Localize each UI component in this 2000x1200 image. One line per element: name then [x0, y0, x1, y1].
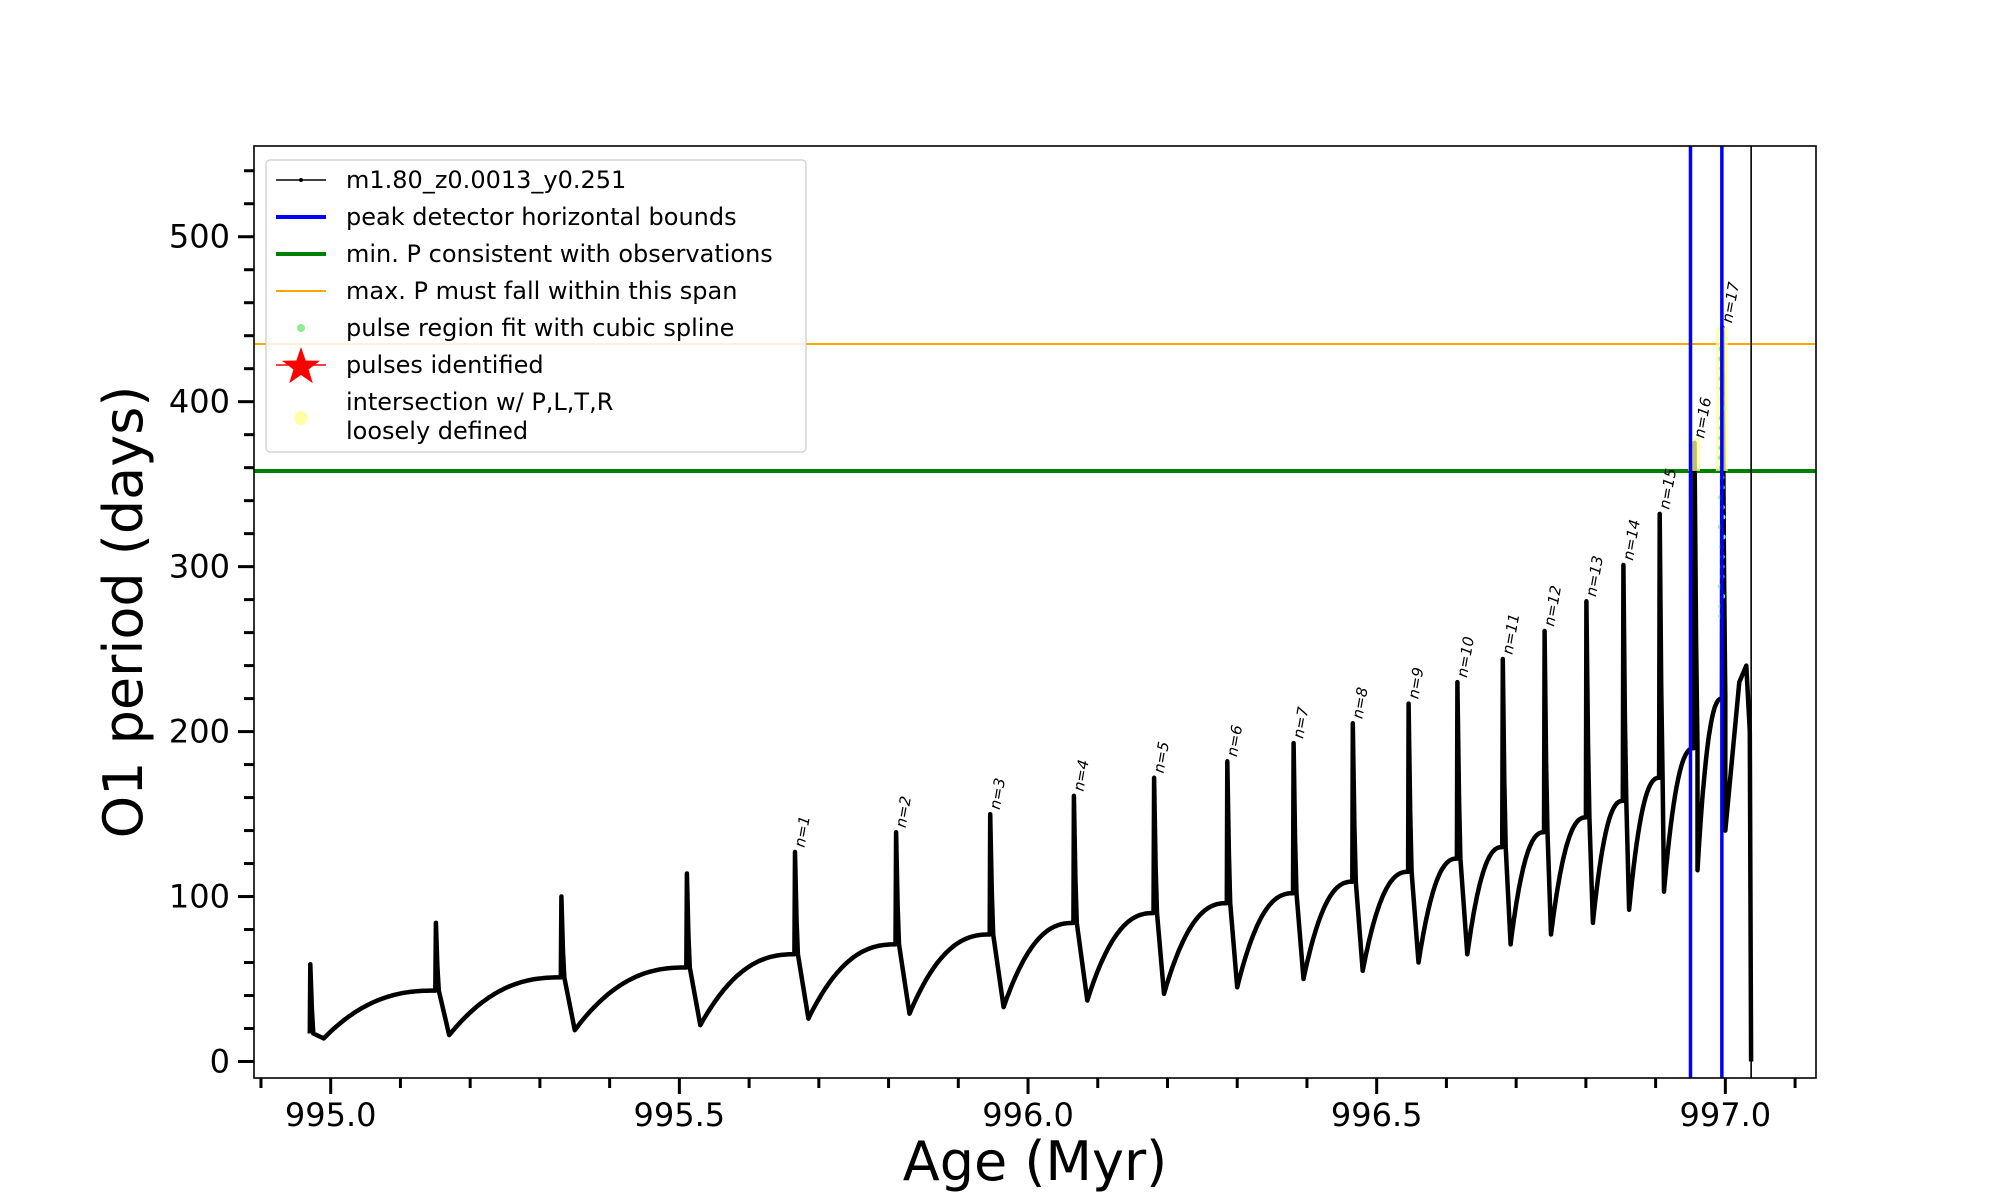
x-tick-label: 995.5	[634, 1096, 726, 1134]
x-tick-label: 997.0	[1680, 1096, 1772, 1134]
legend-label: m1.80_z0.0013_y0.251	[346, 166, 626, 194]
x-axis-label: Age (Myr)	[903, 1130, 1168, 1193]
y-tick-label: 400	[169, 383, 230, 421]
legend-swatch	[297, 324, 305, 332]
legend-label: max. P must fall within this span	[346, 277, 737, 305]
y-tick-label: 500	[169, 218, 230, 256]
legend-label: peak detector horizontal bounds	[346, 203, 737, 231]
y-tick-label: 0	[210, 1043, 230, 1081]
legend-label: intersection w/ P,L,T,R	[346, 388, 613, 416]
x-tick-label: 996.0	[982, 1096, 1074, 1134]
y-tick-label: 300	[169, 548, 230, 586]
x-tick-label: 995.0	[285, 1096, 377, 1134]
y-axis-label: O1 period (days)	[92, 386, 155, 839]
y-tick-label: 100	[169, 878, 230, 916]
legend-swatch-marker	[299, 178, 303, 182]
legend-label: min. P consistent with observations	[346, 240, 773, 268]
legend: m1.80_z0.0013_y0.251peak detector horizo…	[266, 160, 806, 452]
y-tick-label: 200	[169, 713, 230, 751]
legend-swatch	[294, 411, 308, 425]
x-tick-label: 996.5	[1331, 1096, 1423, 1134]
legend-label: pulse region fit with cubic spline	[346, 314, 734, 342]
legend-label: pulses identified	[346, 351, 544, 379]
legend-label: loosely defined	[346, 417, 528, 445]
